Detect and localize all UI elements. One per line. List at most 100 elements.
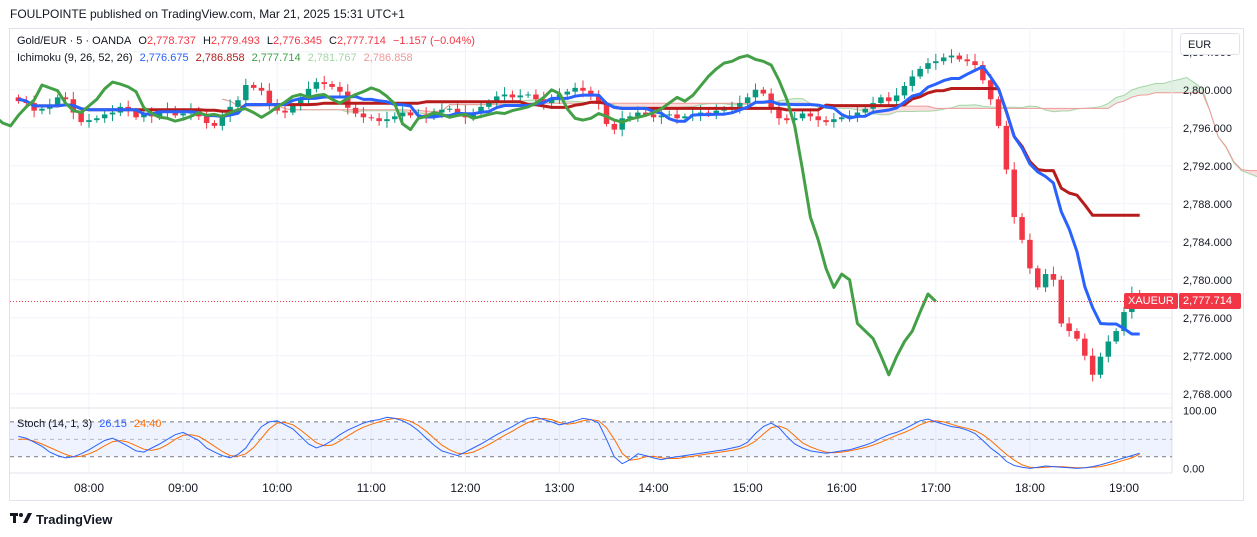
candle-body[interactable]: [1011, 169, 1017, 218]
candle-body[interactable]: [399, 112, 406, 117]
candle-body[interactable]: [446, 108, 453, 110]
candle-body[interactable]: [956, 55, 963, 60]
candle-body[interactable]: [564, 91, 571, 95]
candle-body[interactable]: [133, 110, 139, 118]
candle-body[interactable]: [509, 94, 516, 98]
candle-body[interactable]: [666, 114, 672, 116]
candle-body[interactable]: [972, 61, 978, 66]
candle-body[interactable]: [548, 98, 555, 104]
candle-body[interactable]: [1066, 323, 1072, 332]
candle-body[interactable]: [258, 87, 265, 91]
candle-body[interactable]: [737, 103, 743, 107]
candle-body[interactable]: [297, 99, 304, 106]
candle-body[interactable]: [501, 94, 508, 97]
candle-body[interactable]: [799, 113, 806, 119]
candle-body[interactable]: [313, 82, 320, 89]
candle-body[interactable]: [203, 116, 210, 123]
candle-body[interactable]: [705, 112, 712, 114]
candle-body[interactable]: [1074, 331, 1080, 339]
symbol-name[interactable]: Gold/EUR · 5 · OANDA: [17, 35, 132, 47]
candle-body[interactable]: [619, 118, 625, 130]
candle-body[interactable]: [580, 87, 586, 91]
candle-body[interactable]: [964, 59, 970, 62]
candle-body[interactable]: [650, 114, 657, 118]
candle-body[interactable]: [337, 86, 343, 92]
candle-body[interactable]: [713, 110, 720, 114]
candle-body[interactable]: [305, 88, 312, 100]
candle-body[interactable]: [815, 116, 821, 121]
candle-body[interactable]: [603, 104, 610, 124]
candle-body[interactable]: [595, 96, 602, 104]
candle-body[interactable]: [674, 114, 680, 119]
candle-body[interactable]: [1050, 274, 1057, 280]
candle-body[interactable]: [407, 112, 414, 116]
symbol-legend[interactable]: Gold/EUR · 5 · OANDA O2,778.737 H2,779.4…: [17, 35, 479, 47]
candle-body[interactable]: [752, 89, 759, 98]
candle-body[interactable]: [1019, 217, 1025, 240]
candle-body[interactable]: [86, 120, 92, 123]
candle-body[interactable]: [533, 94, 539, 100]
candle-body[interactable]: [321, 82, 327, 85]
candle-body[interactable]: [627, 116, 633, 119]
candle-body[interactable]: [980, 65, 986, 81]
candle-body[interactable]: [180, 113, 186, 116]
candle-body[interactable]: [1027, 239, 1033, 269]
candle-body[interactable]: [94, 118, 100, 121]
candle-body[interactable]: [101, 114, 108, 119]
candle-body[interactable]: [1089, 355, 1096, 375]
candle-body[interactable]: [62, 97, 69, 100]
candle-body[interactable]: [611, 123, 618, 130]
currency-selector[interactable]: EUR: [1180, 33, 1240, 55]
candle-body[interactable]: [948, 55, 955, 58]
candle-body[interactable]: [486, 102, 492, 107]
candle-body[interactable]: [588, 90, 594, 97]
candle-body[interactable]: [211, 123, 218, 126]
candle-body[interactable]: [376, 118, 382, 122]
stoch-legend[interactable]: Stoch (14, 1, 3) 26.15 24.40: [17, 418, 165, 430]
candle-body[interactable]: [893, 95, 900, 102]
candle-body[interactable]: [886, 97, 892, 102]
candle-body[interactable]: [823, 120, 829, 123]
candle-body[interactable]: [635, 112, 641, 117]
candle-body[interactable]: [901, 85, 908, 96]
candle-body[interactable]: [878, 97, 884, 104]
candle-body[interactable]: [791, 118, 798, 121]
candle-body[interactable]: [525, 94, 531, 96]
candle-body[interactable]: [39, 108, 45, 111]
candle-body[interactable]: [995, 99, 1002, 126]
candle-body[interactable]: [392, 116, 398, 120]
candle-body[interactable]: [1035, 268, 1041, 288]
candle-body[interactable]: [1003, 125, 1010, 170]
candle-body[interactable]: [360, 113, 367, 118]
candle-body[interactable]: [854, 112, 861, 116]
candle-body[interactable]: [862, 108, 868, 113]
candle-body[interactable]: [1042, 274, 1049, 288]
candle-body[interactable]: [1082, 338, 1088, 356]
candle-body[interactable]: [682, 116, 688, 119]
candle-body[interactable]: [54, 97, 61, 105]
candle-body[interactable]: [784, 118, 790, 121]
candle-body[interactable]: [517, 95, 523, 98]
candle-body[interactable]: [807, 113, 814, 117]
candle-body[interactable]: [78, 112, 84, 123]
ichimoku-legend[interactable]: Ichimoku (9, 26, 52, 26) 2,776.675 2,786…: [17, 52, 417, 64]
candle-body[interactable]: [282, 110, 288, 113]
candle-body[interactable]: [368, 117, 375, 119]
candle-body[interactable]: [760, 89, 767, 94]
candle-body[interactable]: [658, 115, 665, 118]
candle-body[interactable]: [478, 106, 484, 113]
candle-body[interactable]: [266, 90, 273, 104]
candle-body[interactable]: [838, 117, 845, 120]
candle-body[interactable]: [109, 112, 116, 115]
candle-body[interactable]: [1113, 331, 1119, 342]
candle-body[interactable]: [156, 112, 163, 117]
candle-body[interactable]: [454, 108, 461, 113]
candle-body[interactable]: [235, 100, 241, 107]
candle-body[interactable]: [572, 87, 578, 92]
candle-body[interactable]: [744, 97, 751, 104]
candle-body[interactable]: [493, 96, 500, 103]
candle-body[interactable]: [917, 68, 923, 77]
candle-body[interactable]: [352, 107, 359, 114]
candle-body[interactable]: [439, 109, 445, 113]
